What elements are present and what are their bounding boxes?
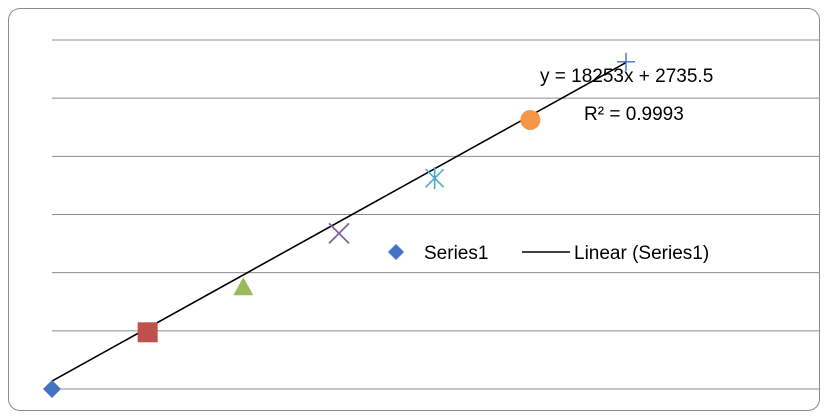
data-point xyxy=(617,52,635,71)
data-points xyxy=(43,52,635,398)
data-point xyxy=(137,322,158,343)
chart-frame xyxy=(8,8,820,411)
legend: Series1 Linear (Series1) xyxy=(388,243,709,264)
legend-series1-marker xyxy=(388,244,404,260)
data-point xyxy=(233,277,254,296)
data-point xyxy=(43,380,61,398)
trendline-equation: y = 18253x + 2735.5 xyxy=(540,66,713,87)
legend-series1-label: Series1 xyxy=(424,243,488,264)
trendline-r-squared: R² = 0.9993 xyxy=(584,104,684,125)
data-point xyxy=(520,109,541,130)
legend-trendline-label: Linear (Series1) xyxy=(574,243,709,264)
data-point xyxy=(425,167,445,190)
gridlines xyxy=(52,39,820,390)
data-point xyxy=(328,222,350,245)
